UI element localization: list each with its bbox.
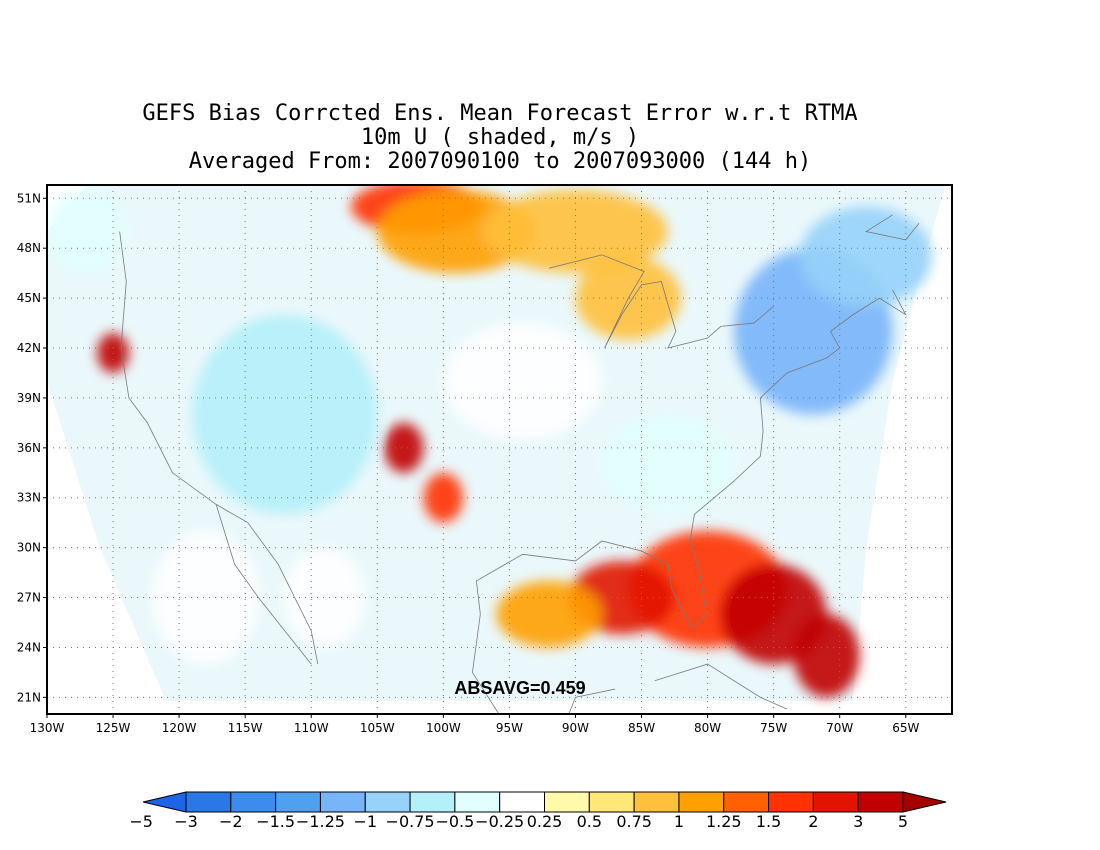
error-blob <box>47 190 127 274</box>
error-blob <box>601 414 735 515</box>
x-tick-label: 125W <box>96 721 131 735</box>
colorbar-swatch <box>454 791 501 813</box>
error-blob <box>793 614 860 698</box>
x-tick-label: 80W <box>694 721 721 735</box>
x-tick-label: 100W <box>426 721 461 735</box>
error-blob <box>284 547 365 648</box>
colorbar-swatch <box>230 791 277 813</box>
colorbar-swatch <box>185 791 232 813</box>
colorbar-label: −5 <box>129 812 153 831</box>
y-tick-label: 42N <box>17 341 41 355</box>
colorbar-label: −1.25 <box>296 812 345 831</box>
plot-frame <box>46 184 953 715</box>
y-tick-label: 48N <box>17 241 41 255</box>
x-tick-label: 65W <box>892 721 919 735</box>
colorbar-label: −0.5 <box>435 812 474 831</box>
y-tick-label: 33N <box>17 491 41 505</box>
colorbar-label: 1.25 <box>706 812 742 831</box>
colorbar-swatch <box>319 791 366 813</box>
shaded-field <box>47 185 946 701</box>
colorbar-swatch <box>588 791 635 813</box>
title-line-3: Averaged From: 2007090100 to 2007093000 … <box>188 149 812 174</box>
error-blob <box>152 531 259 665</box>
x-tick-label: 95W <box>496 721 523 735</box>
colorbar-label: 1 <box>674 812 684 831</box>
colorbar-arrow-low <box>142 791 187 813</box>
x-tick-label: 85W <box>628 721 655 735</box>
x-tick-label: 75W <box>760 721 787 735</box>
colorbar-swatch <box>364 791 411 813</box>
x-tick-label: 110W <box>294 721 329 735</box>
colorbar-swatch <box>857 791 904 813</box>
colorbar-swatch <box>499 791 545 813</box>
colorbar-swatch <box>723 791 770 813</box>
colorbar-label: −0.25 <box>475 812 524 831</box>
coastline <box>119 214 920 714</box>
colorbar-label: 1.5 <box>756 812 781 831</box>
error-blob <box>496 580 602 648</box>
y-tick-label: 27N <box>17 591 41 605</box>
colorbar-label: 2 <box>808 812 818 831</box>
colorbar-label: 0.5 <box>577 812 602 831</box>
error-blob <box>482 189 668 274</box>
colorbar-swatch <box>409 791 456 813</box>
colorbar-swatch <box>275 791 321 813</box>
title-line-2: 10m U ( shaded, m/s ) <box>360 125 640 150</box>
colorbar-label: −2 <box>219 812 243 831</box>
x-tick-label: 120W <box>162 721 197 735</box>
colorbar-swatch <box>812 791 859 813</box>
colorbar-label: 3 <box>853 812 863 831</box>
colorbar-label: −1.5 <box>256 812 295 831</box>
x-tick-label: 105W <box>360 721 395 735</box>
colorbar-label: 5 <box>898 812 908 831</box>
error-blob <box>443 323 602 440</box>
error-blob <box>800 206 933 307</box>
y-tick-label: 39N <box>17 391 41 405</box>
y-tick-label: 24N <box>17 640 41 654</box>
y-tick-label: 21N <box>17 690 41 704</box>
y-tick-label: 45N <box>17 291 41 305</box>
colorbar-arrow-high <box>902 791 947 813</box>
colorbar-label: −1 <box>353 812 377 831</box>
y-tick-label: 36N <box>17 441 41 455</box>
y-tick-label: 30N <box>17 541 41 555</box>
colorbar-label: 0.25 <box>527 812 563 831</box>
colorbar-swatch <box>678 791 725 813</box>
x-tick-label: 90W <box>562 721 589 735</box>
colorbar-swatch <box>633 791 680 813</box>
colorbar-swatch <box>544 791 590 813</box>
title-line-1: GEFS Bias Corrcted Ens. Mean Forecast Er… <box>142 101 858 126</box>
grid-lines <box>47 185 952 714</box>
colorbar-label: −0.75 <box>386 812 435 831</box>
colorbar-label: −3 <box>174 812 198 831</box>
error-blob <box>383 422 424 473</box>
error-blob <box>192 314 378 515</box>
x-tick-label: 70W <box>826 721 853 735</box>
x-axis-ticks: 130W 125W 120W 115W 110W 105W 100W 95W 90W 85W 80W… <box>30 714 919 735</box>
colorbar-label: 0.75 <box>616 812 652 831</box>
absavg-annotation: ABSAVG=0.459 <box>454 678 585 698</box>
y-tick-label: 51N <box>17 191 41 205</box>
colorbar: −5 −3 −2 −1.5 −1.25 −1 −0.75 −0.5 −0.25 0.25 0.5 0.… <box>129 791 947 831</box>
colorbar-swatch <box>768 791 814 813</box>
x-tick-label: 130W <box>30 721 65 735</box>
x-tick-label: 115W <box>228 721 263 735</box>
y-axis-ticks: 21N 24N 27N 30N 33N 36N 39N 42N 45N 48N 51N <box>17 191 47 704</box>
